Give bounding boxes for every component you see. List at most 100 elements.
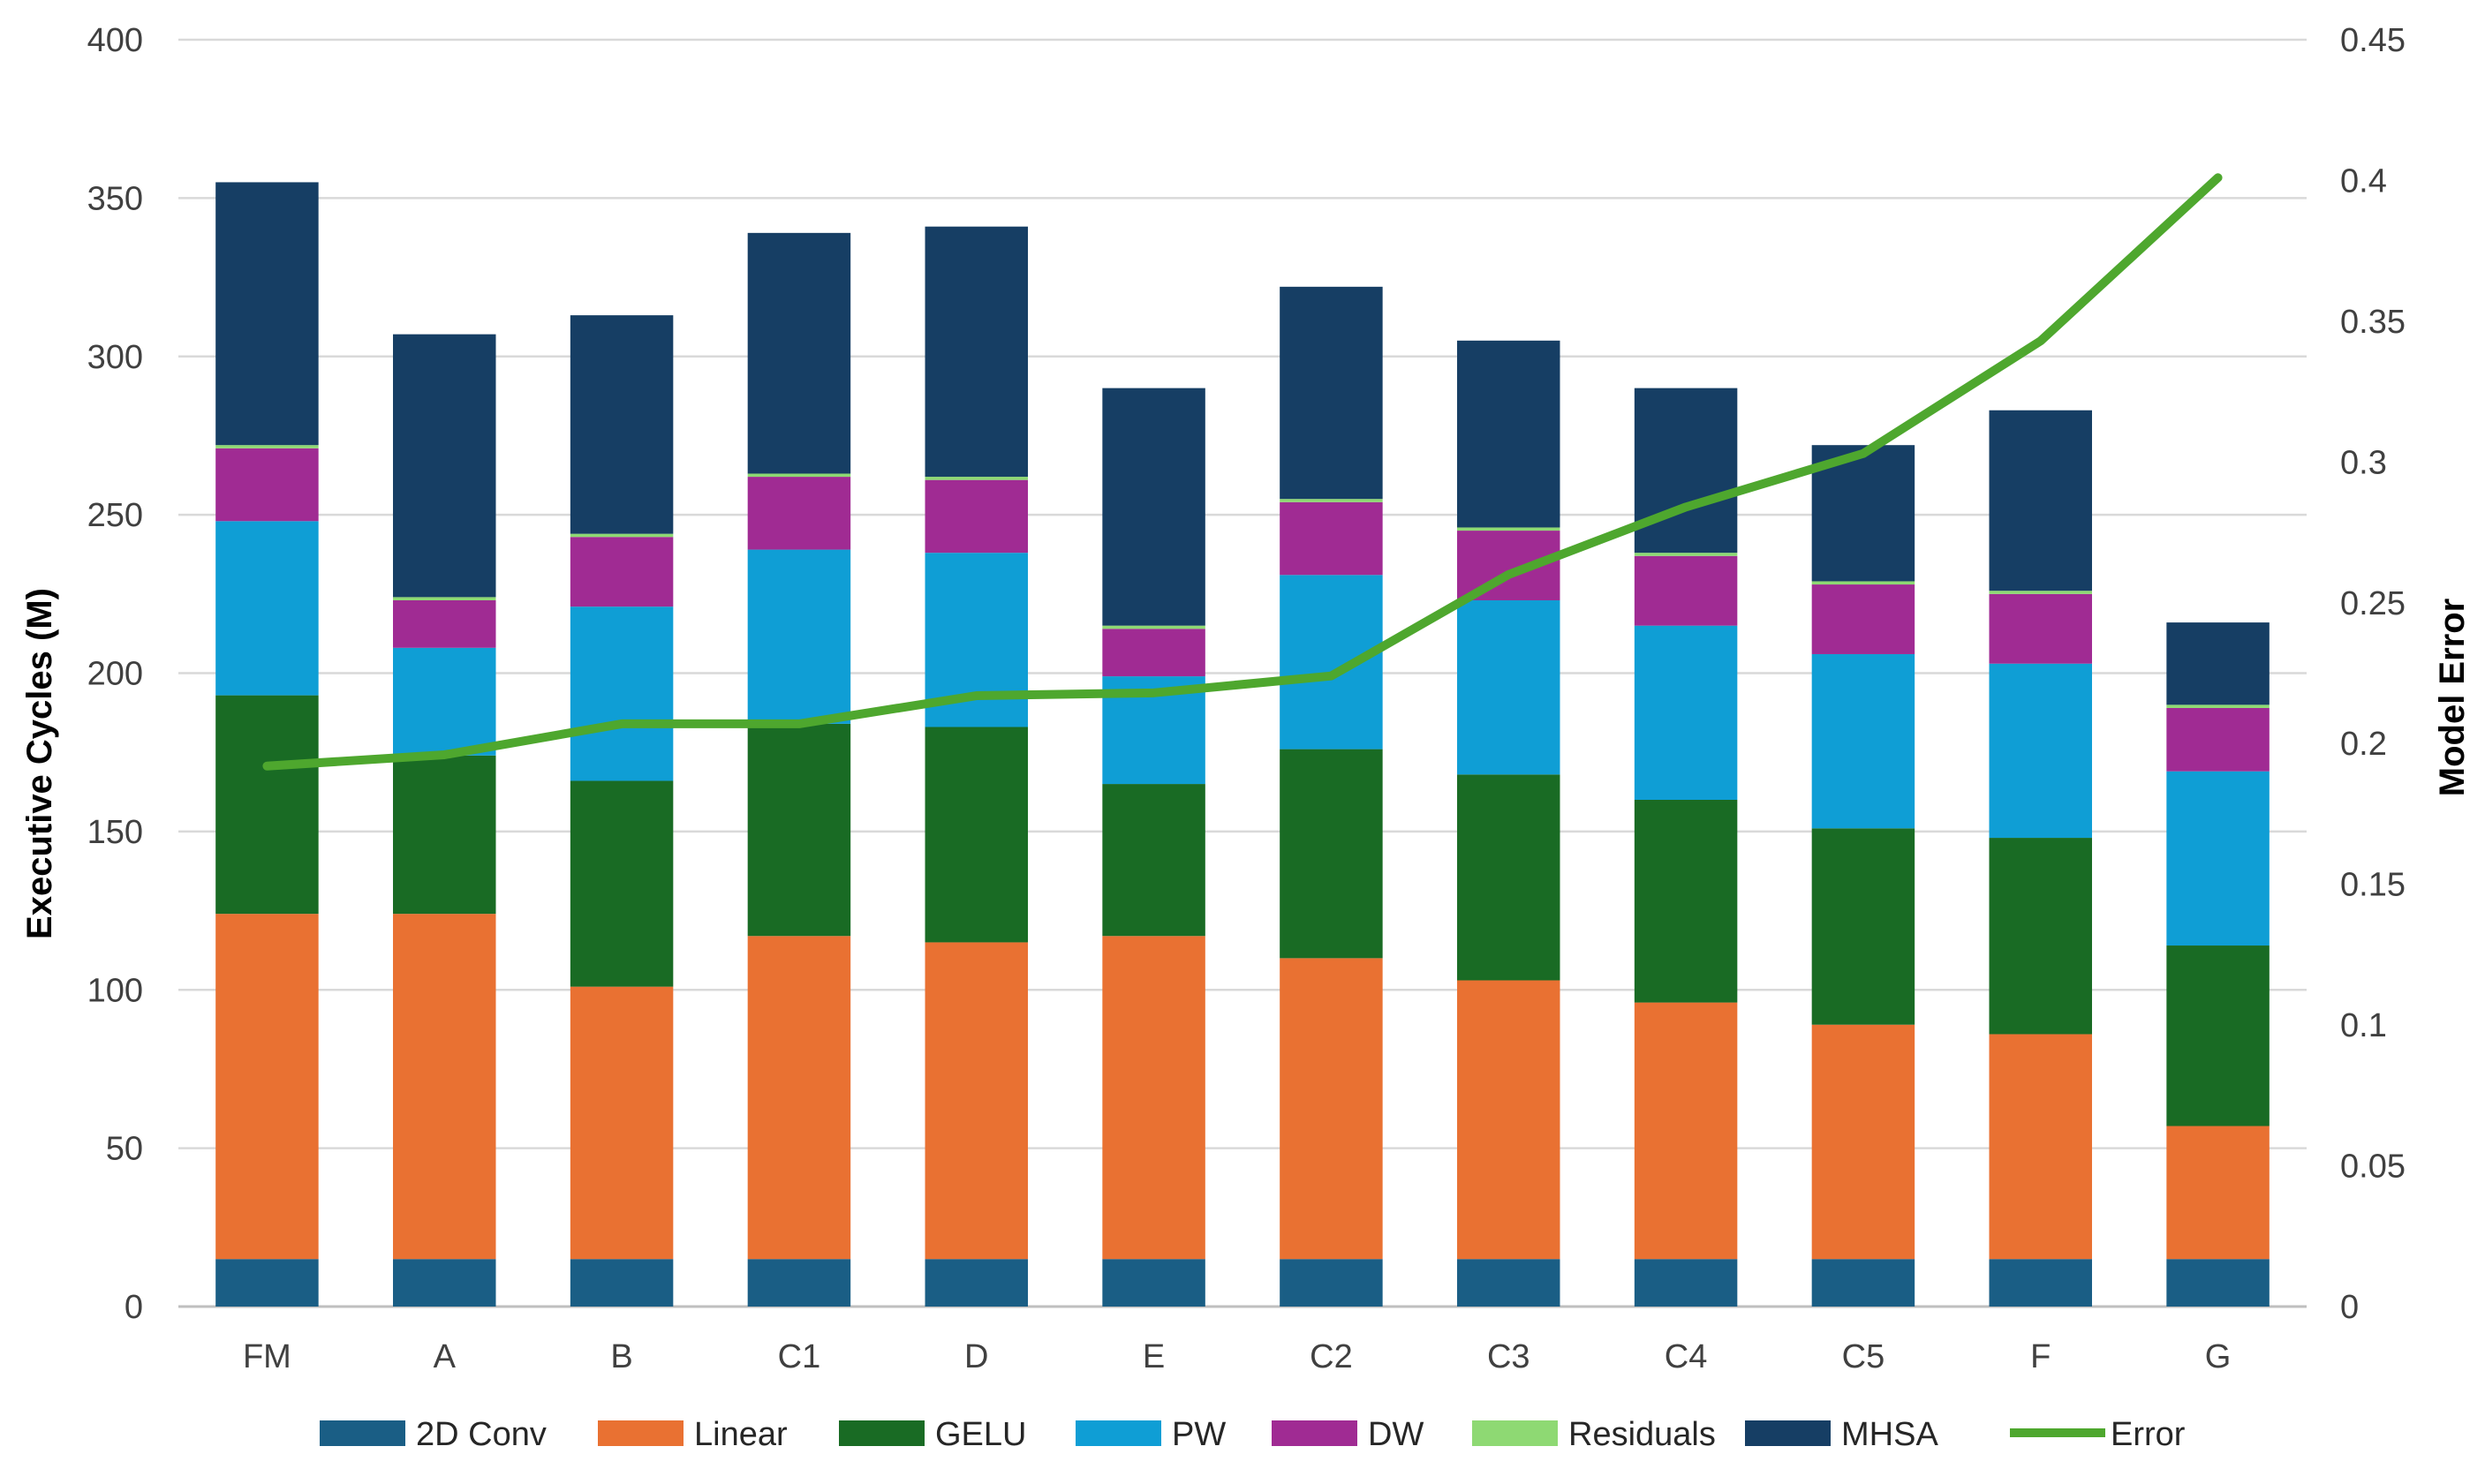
x-tick-label: G xyxy=(2205,1338,2232,1375)
bar-dw-b xyxy=(570,537,674,607)
bar-gelu-c5 xyxy=(1811,828,1915,1025)
bar-gelu-a xyxy=(393,755,496,915)
bar-2d-conv-f xyxy=(1989,1259,2092,1307)
bar-residuals-b xyxy=(570,533,674,538)
legend-swatch-pw xyxy=(1076,1420,1161,1446)
bar-linear-c3 xyxy=(1457,980,1560,1260)
bar-mhsa-d xyxy=(925,226,1028,478)
legend-label: 2D Conv xyxy=(416,1416,547,1453)
bar-gelu-c4 xyxy=(1634,800,1738,1003)
y-tick-label: 250 xyxy=(87,497,143,534)
y-tick-label: 100 xyxy=(87,972,143,1009)
bar-residuals-g xyxy=(2166,704,2270,708)
bar-pw-c2 xyxy=(1280,575,1383,750)
bar-linear-e xyxy=(1102,936,1205,1260)
bar-2d-conv-a xyxy=(393,1259,496,1307)
bar-residuals-c5 xyxy=(1811,581,1915,585)
x-tick-label: F xyxy=(2030,1338,2051,1375)
y-tick-label: 50 xyxy=(106,1131,143,1168)
bar-dw-c1 xyxy=(747,477,851,550)
bar-linear-c5 xyxy=(1811,1024,1915,1260)
bar-linear-c2 xyxy=(1280,958,1383,1260)
x-tick-label: C4 xyxy=(1665,1338,1708,1375)
bar-linear-g xyxy=(2166,1126,2270,1260)
bar-dw-c5 xyxy=(1811,584,1915,654)
y2-tick-label: 0.05 xyxy=(2340,1149,2406,1186)
bar-mhsa-g xyxy=(2166,622,2270,705)
x-tick-label: A xyxy=(434,1338,457,1375)
x-tick-label: FM xyxy=(243,1338,291,1375)
x-tick-label: C1 xyxy=(778,1338,821,1375)
legend-swatch-linear xyxy=(598,1420,684,1446)
bar-residuals-d xyxy=(925,477,1028,480)
x-tick-label: C5 xyxy=(1842,1338,1885,1375)
y-tick-label: 400 xyxy=(87,22,143,59)
y-tick-label: 0 xyxy=(125,1289,143,1326)
bar-2d-conv-c3 xyxy=(1457,1259,1560,1307)
y2-tick-label: 0.45 xyxy=(2340,22,2406,59)
legend-label: Residuals xyxy=(1568,1416,1716,1453)
bar-pw-c5 xyxy=(1811,653,1915,829)
bar-mhsa-c1 xyxy=(747,232,851,474)
legend-label: MHSA xyxy=(1841,1416,1938,1453)
bar-gelu-fm xyxy=(215,695,319,915)
y-tick-label: 200 xyxy=(87,656,143,693)
x-tick-label: D xyxy=(964,1338,988,1375)
bar-2d-conv-b xyxy=(570,1259,674,1307)
bar-residuals-c4 xyxy=(1634,553,1738,556)
error-line xyxy=(262,173,2223,771)
bar-mhsa-c3 xyxy=(1457,340,1560,528)
legend-label: DW xyxy=(1368,1416,1424,1453)
bar-dw-fm xyxy=(215,448,319,522)
x-tick-label: C2 xyxy=(1310,1338,1353,1375)
y-axis-title: Executive Cycles (M) xyxy=(20,588,59,939)
y-tick-label: 150 xyxy=(87,814,143,851)
legend-swatch-mhsa xyxy=(1745,1420,1831,1446)
bar-mhsa-b xyxy=(570,315,674,534)
bar-2d-conv-g xyxy=(2166,1259,2270,1307)
bar-linear-b xyxy=(570,986,674,1260)
bar-gelu-b xyxy=(570,780,674,987)
bar-2d-conv-c1 xyxy=(747,1259,851,1307)
y-tick-label: 300 xyxy=(87,339,143,376)
bar-mhsa-fm xyxy=(215,182,319,446)
legend-swatch-residuals xyxy=(1472,1420,1558,1446)
bar-residuals-c2 xyxy=(1280,499,1383,502)
legend-label: PW xyxy=(1172,1416,1226,1453)
bar-gelu-g xyxy=(2166,945,2270,1126)
bar-gelu-c1 xyxy=(747,723,851,937)
bar-2d-conv-c4 xyxy=(1634,1259,1738,1307)
bar-2d-conv-c5 xyxy=(1811,1259,1915,1307)
bar-dw-d xyxy=(925,479,1028,554)
y2-axis-ticks: 0 0.05 0.1 0.15 0.2 0.25 0.3 0.35 0.4 0.45 xyxy=(2340,22,2406,1326)
bar-dw-c2 xyxy=(1280,501,1383,576)
x-tick-label: E xyxy=(1143,1338,1165,1375)
bar-pw-c3 xyxy=(1457,599,1560,775)
bar-residuals-f xyxy=(1989,591,2092,594)
bar-mhsa-f xyxy=(1989,410,2092,591)
y-tick-label: 350 xyxy=(87,180,143,217)
y2-tick-label: 0.2 xyxy=(2340,726,2387,763)
y2-tick-label: 0.35 xyxy=(2340,304,2406,341)
bar-pw-c4 xyxy=(1634,625,1738,800)
legend-swatch-2d-conv xyxy=(320,1420,405,1446)
bar-pw-g xyxy=(2166,771,2270,946)
bar-gelu-f xyxy=(1989,838,2092,1035)
bar-dw-c4 xyxy=(1634,555,1738,626)
bar-gelu-c3 xyxy=(1457,774,1560,981)
y2-tick-label: 0.15 xyxy=(2340,867,2406,904)
bars xyxy=(215,182,2270,1307)
x-axis-ticks: FM A B C1 D E C2 C3 C4 C5 F G xyxy=(243,1338,2231,1375)
bar-residuals-e xyxy=(1102,625,1205,629)
bar-2d-conv-c2 xyxy=(1280,1259,1383,1307)
bar-2d-conv-d xyxy=(925,1259,1028,1307)
bar-2d-conv-fm xyxy=(215,1259,319,1307)
y2-tick-label: 0.3 xyxy=(2340,444,2387,481)
y2-tick-label: 0 xyxy=(2340,1289,2359,1326)
bar-gelu-d xyxy=(925,727,1028,943)
x-tick-label: B xyxy=(610,1338,632,1375)
bar-dw-e xyxy=(1102,629,1205,677)
legend: 2D Conv Linear GELU PW DW Residuals MHSA Error xyxy=(320,1416,2186,1453)
legend-swatch-gelu xyxy=(839,1420,925,1446)
